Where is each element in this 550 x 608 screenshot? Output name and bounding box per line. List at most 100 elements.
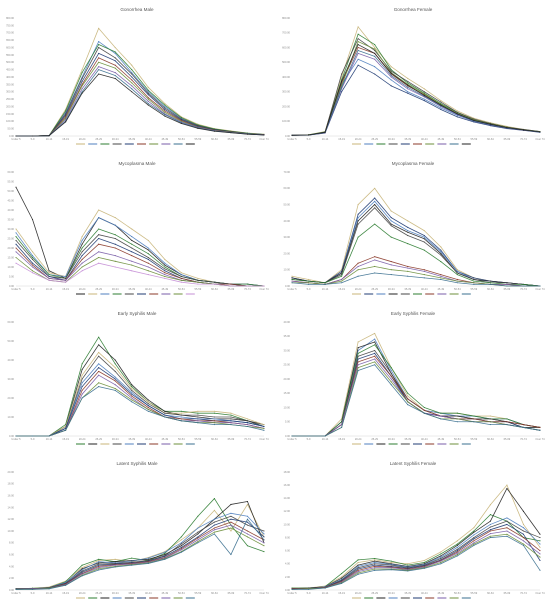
data-point bbox=[164, 111, 166, 113]
data-point bbox=[440, 275, 442, 277]
x-tick-label: Over 74 bbox=[259, 437, 269, 441]
x-tick-label: Over 74 bbox=[535, 591, 545, 595]
x-tick-label: 65-69 bbox=[504, 287, 511, 291]
data-point bbox=[539, 550, 541, 552]
data-point bbox=[341, 573, 343, 575]
data-point bbox=[114, 217, 116, 219]
data-point bbox=[440, 553, 442, 555]
data-point bbox=[164, 552, 166, 554]
data-point bbox=[390, 217, 392, 219]
data-point bbox=[489, 529, 491, 531]
data-point bbox=[390, 560, 392, 562]
data-point bbox=[291, 278, 293, 281]
data-point bbox=[147, 92, 149, 94]
data-point bbox=[440, 254, 442, 256]
data-point bbox=[440, 556, 442, 558]
x-tick-label: 30-34 bbox=[112, 437, 119, 441]
data-point bbox=[98, 382, 100, 384]
data-point bbox=[324, 587, 326, 589]
y-tick-label: 250.00 bbox=[6, 97, 14, 101]
data-point bbox=[506, 517, 508, 519]
y-tick-label: 40.00 bbox=[8, 358, 15, 362]
data-point bbox=[131, 79, 133, 81]
x-tick-label: 15-19 bbox=[338, 591, 345, 595]
x-tick-label: 30-34 bbox=[112, 287, 119, 291]
data-point bbox=[31, 270, 34, 272]
y-tick-label: 10.00 bbox=[8, 415, 15, 419]
data-point bbox=[423, 406, 425, 409]
data-point bbox=[473, 544, 475, 546]
data-point bbox=[506, 523, 508, 525]
data-point bbox=[131, 69, 133, 71]
series-line-4 bbox=[16, 47, 265, 137]
data-point bbox=[246, 518, 249, 520]
data-point bbox=[341, 86, 343, 88]
data-point bbox=[489, 526, 491, 528]
y-tick-label: 0.00 bbox=[9, 134, 15, 138]
data-point bbox=[390, 264, 392, 266]
data-point bbox=[324, 131, 326, 133]
x-tick-label: Under 5 bbox=[287, 137, 297, 141]
y-tick-label: 400.00 bbox=[6, 75, 14, 79]
x-tick-label: 25-29 bbox=[95, 591, 102, 595]
x-tick-label: 10-14 bbox=[46, 437, 53, 441]
data-point bbox=[147, 89, 149, 91]
x-tick-label: 20-24 bbox=[355, 137, 362, 141]
y-tick-label: 100.00 bbox=[282, 119, 290, 123]
data-point bbox=[131, 255, 133, 257]
data-point bbox=[456, 113, 458, 115]
data-point bbox=[147, 91, 149, 93]
data-point bbox=[81, 77, 83, 80]
series-line-3 bbox=[291, 487, 541, 590]
series-line-7 bbox=[291, 256, 540, 287]
data-point bbox=[374, 187, 376, 189]
data-point bbox=[15, 262, 17, 264]
data-point bbox=[230, 283, 232, 285]
data-point bbox=[114, 234, 116, 236]
data-point bbox=[197, 422, 199, 424]
data-point bbox=[407, 77, 409, 80]
data-point bbox=[98, 565, 100, 567]
data-point bbox=[357, 573, 359, 575]
data-point bbox=[374, 200, 376, 202]
y-tick-label: 0.00 bbox=[285, 284, 291, 288]
y-tick-label: 25.00 bbox=[8, 236, 15, 240]
x-tick-label: 5-9 bbox=[31, 287, 35, 291]
data-point bbox=[230, 518, 232, 520]
data-point bbox=[164, 277, 166, 279]
data-point bbox=[539, 533, 541, 535]
data-point bbox=[246, 545, 249, 547]
y-tick-label: 35.00 bbox=[284, 334, 291, 338]
data-point bbox=[246, 420, 249, 422]
data-point bbox=[131, 243, 133, 245]
data-point bbox=[456, 415, 458, 417]
data-point bbox=[147, 557, 149, 559]
data-point bbox=[374, 559, 376, 561]
data-point bbox=[291, 282, 293, 284]
data-point bbox=[522, 540, 525, 542]
data-point bbox=[407, 226, 409, 228]
chart-panel-7: Latent Syphilis Male 0.00 2.00 4.00 6.00 8.00… bbox=[8, 461, 269, 599]
data-point bbox=[213, 509, 215, 511]
y-tick-label: 20.00 bbox=[284, 251, 291, 255]
x-tick-label: 60-64 bbox=[487, 287, 494, 291]
series-line-4 bbox=[16, 512, 265, 590]
data-point bbox=[440, 100, 442, 102]
series-line-3 bbox=[16, 44, 265, 137]
data-point bbox=[407, 84, 409, 86]
data-point bbox=[147, 239, 149, 241]
x-tick-label: 30-34 bbox=[112, 137, 119, 141]
data-point bbox=[341, 280, 343, 282]
data-point bbox=[230, 424, 232, 426]
data-point bbox=[440, 251, 442, 253]
data-point bbox=[230, 414, 232, 416]
data-point bbox=[81, 270, 83, 272]
data-point bbox=[246, 283, 249, 285]
data-point bbox=[81, 575, 83, 577]
data-point bbox=[230, 524, 232, 526]
data-point bbox=[357, 52, 359, 54]
data-point bbox=[81, 247, 83, 249]
data-point bbox=[307, 282, 310, 284]
data-point bbox=[440, 249, 442, 251]
data-point bbox=[15, 256, 17, 259]
